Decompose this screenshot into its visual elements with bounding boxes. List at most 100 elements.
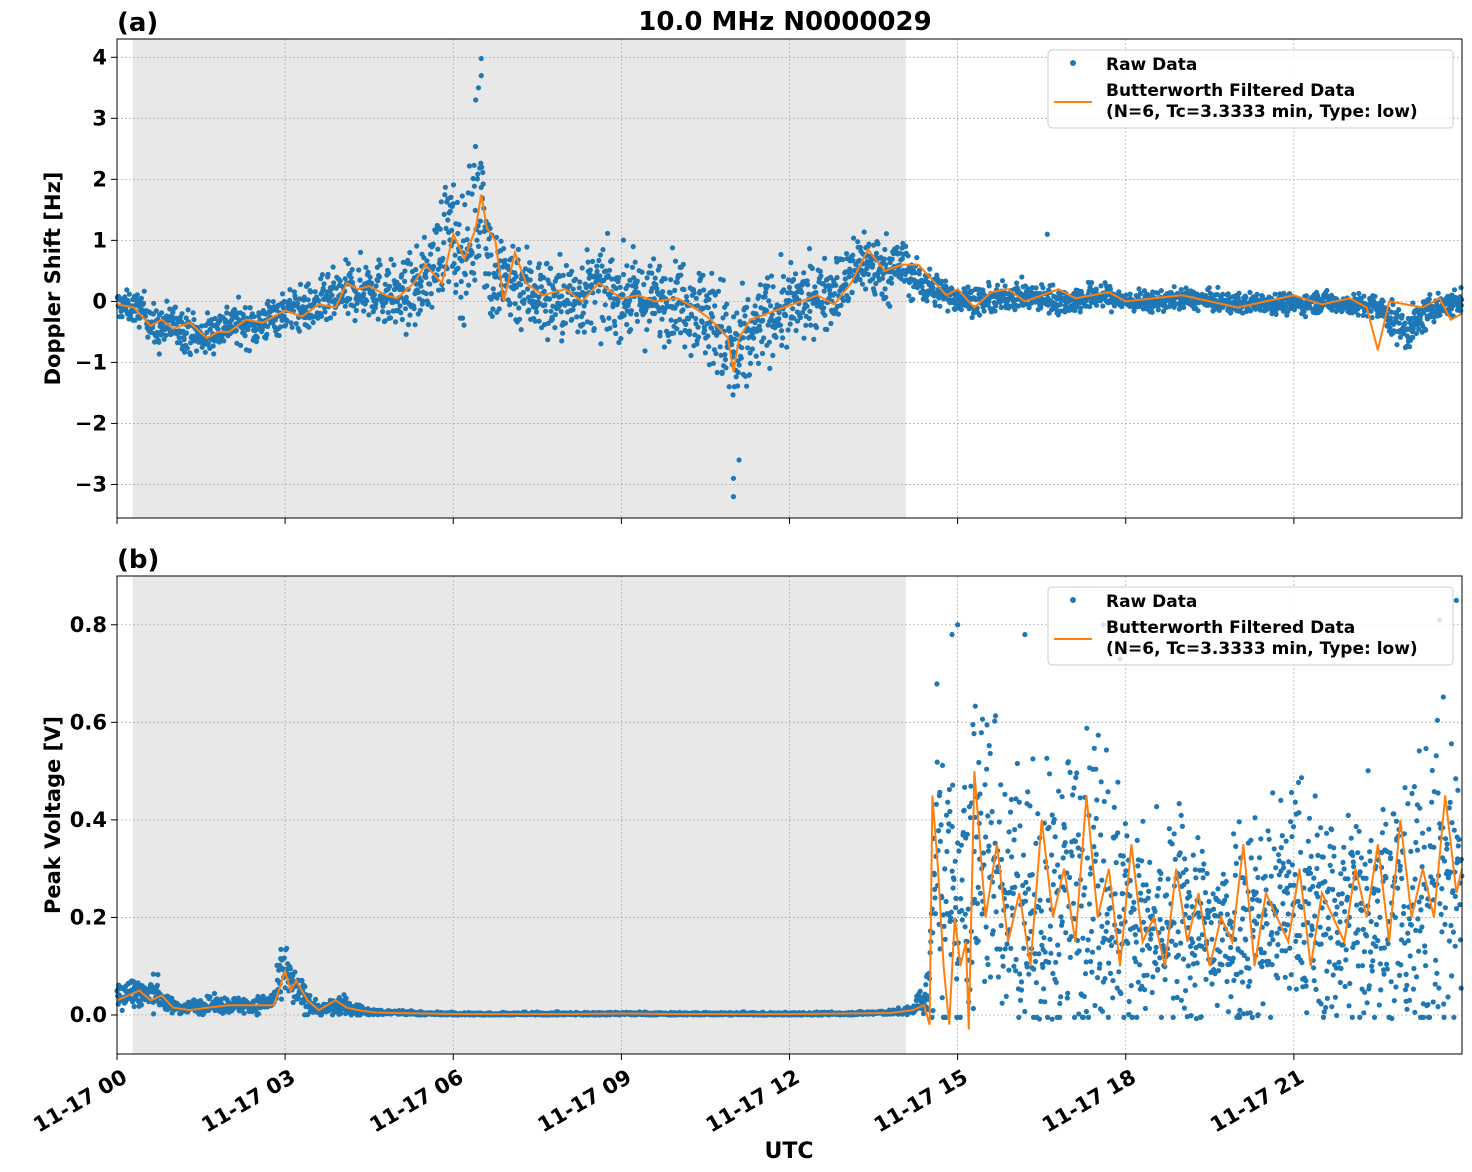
raw-point [819,299,825,305]
raw-point [722,352,728,358]
raw-point [380,309,386,315]
raw-point [672,287,678,293]
raw-point-peak-a-2 [475,85,482,91]
raw-point [1355,312,1361,318]
raw-point [1302,314,1309,320]
raw-point [563,262,570,269]
raw-point [356,267,362,273]
raw-point [760,317,766,323]
raw-point [669,245,676,251]
raw-point [930,285,936,291]
raw-point [927,266,933,272]
raw-point [1093,302,1100,308]
raw-point [474,237,480,243]
raw-point [159,310,165,316]
raw-point [1361,293,1367,299]
raw-point [437,226,443,232]
raw-point [418,283,424,289]
raw-point [343,995,349,1001]
raw-point [184,345,190,351]
raw-point [710,360,717,366]
raw-point [342,303,348,309]
raw-point [407,312,413,318]
raw-point [986,299,992,305]
raw-point [993,303,999,309]
raw-point [591,326,597,332]
raw-point [740,335,746,341]
raw-point [649,285,655,291]
raw-point [713,350,719,357]
raw-point [428,251,434,257]
raw-point [767,365,773,371]
raw-point [559,338,565,344]
raw-point [730,392,736,398]
raw-point [480,181,486,187]
raw-point [484,283,490,289]
raw-point [575,329,581,335]
raw-point [620,237,627,243]
raw-point [803,322,809,328]
raw-point [702,327,708,333]
raw-point [999,278,1006,284]
raw-point [770,284,776,290]
raw-point [388,315,394,321]
raw-point [403,294,409,300]
raw-point [178,319,185,325]
raw-point [602,302,608,308]
raw-point [794,318,801,324]
raw-point [706,296,712,302]
raw-point [480,169,486,176]
raw-point [527,277,533,283]
raw-point [594,268,600,275]
raw-point [177,340,183,346]
raw-point [343,257,349,263]
raw-point [609,257,615,263]
raw-point [726,384,732,390]
raw-point [607,295,613,301]
raw-point [628,327,634,333]
raw-point [717,344,723,350]
raw-point [866,241,872,247]
raw-point [366,312,372,318]
raw-point [620,271,627,278]
raw-point [857,244,863,250]
raw-point [870,262,876,268]
raw-point [242,305,248,311]
raw-point [883,294,889,300]
raw-point [558,309,564,315]
raw-point [1423,327,1429,333]
raw-point [660,289,666,295]
raw-point [1002,283,1008,289]
raw-point [666,338,672,345]
raw-point [924,298,930,304]
raw-point [937,303,943,309]
raw-point [824,326,830,333]
raw-point [625,282,631,289]
raw-point [1303,293,1310,299]
raw-point [284,318,290,324]
raw-point [301,294,307,300]
raw-point [840,257,846,263]
raw-point [790,306,796,312]
raw-point [322,309,328,315]
raw-point [634,311,640,318]
raw-point [452,252,458,258]
raw-point [349,267,355,273]
raw-point [814,303,820,309]
raw-point [683,294,690,300]
raw-point [724,301,730,307]
raw-point [154,982,160,989]
raw-point [310,319,316,326]
raw-point [668,317,674,323]
raw-point [777,322,784,328]
raw-point [585,259,591,265]
raw-point [807,308,813,314]
raw-point [641,281,647,288]
raw-point [357,249,364,255]
raw-point [541,275,547,281]
raw-point [857,277,863,283]
raw-point [471,270,477,276]
raw-point [821,305,827,311]
raw-point [474,176,480,182]
